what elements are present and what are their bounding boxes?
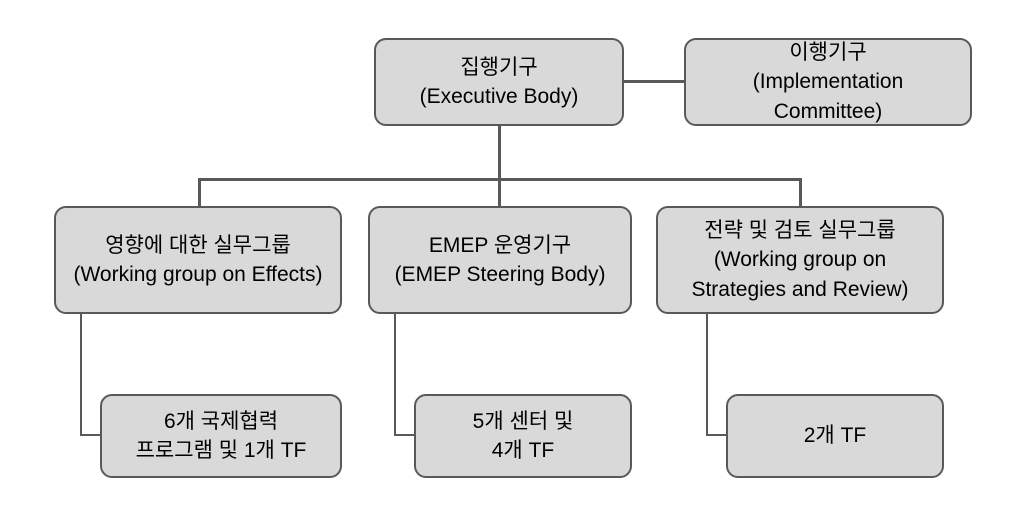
node-emep-subtitle: (EMEP Steering Body)	[395, 260, 606, 289]
node-effects-title: 영향에 대한 실무그룹	[105, 231, 291, 260]
connector-l-emep-v	[394, 314, 396, 436]
node-implementation: 이행기구 (Implementation Committee)	[684, 38, 972, 126]
node-sub-emep: 5개 센터 및 4개 TF	[414, 394, 632, 478]
node-strategies: 전략 및 검토 실무그룹 (Working group on Strategie…	[656, 206, 944, 314]
connector-l-effects-v	[80, 314, 82, 436]
connector-l-strategies-v	[706, 314, 708, 436]
node-strategies-subtitle2: Strategies and Review)	[691, 275, 908, 304]
connector-drop-emep	[498, 178, 501, 208]
node-sub-effects-subtitle: 프로그램 및 1개 TF	[136, 436, 307, 465]
node-sub-effects: 6개 국제협력 프로그램 및 1개 TF	[100, 394, 342, 478]
connector-drop-effects	[198, 178, 201, 208]
node-implementation-title: 이행기구	[789, 38, 866, 67]
node-sub-emep-title: 5개 센터 및	[473, 407, 574, 436]
connector-exec-down	[498, 126, 501, 180]
node-executive: 집행기구 (Executive Body)	[374, 38, 624, 126]
connector-drop-strategies	[799, 178, 802, 208]
node-strategies-title: 전략 및 검토 실무그룹	[704, 216, 895, 245]
node-emep-title: EMEP 운영기구	[429, 231, 571, 260]
node-effects-subtitle: (Working group on Effects)	[73, 260, 322, 289]
node-sub-strategies-title: 2개 TF	[804, 421, 867, 450]
node-sub-strategies: 2개 TF	[726, 394, 944, 478]
connector-l-emep-h	[394, 434, 416, 436]
node-implementation-subtitle: (Implementation Committee)	[698, 67, 958, 126]
node-emep: EMEP 운영기구 (EMEP Steering Body)	[368, 206, 632, 314]
node-sub-emep-subtitle: 4개 TF	[492, 436, 555, 465]
node-strategies-subtitle1: (Working group on	[714, 245, 886, 274]
connector-exec-impl	[624, 80, 684, 83]
node-executive-title: 집행기구	[460, 53, 537, 82]
connector-l-strategies-h	[706, 434, 728, 436]
node-executive-subtitle: (Executive Body)	[420, 82, 579, 111]
node-sub-effects-title: 6개 국제협력	[164, 407, 278, 436]
connector-l-effects-h	[80, 434, 102, 436]
node-effects: 영향에 대한 실무그룹 (Working group on Effects)	[54, 206, 342, 314]
